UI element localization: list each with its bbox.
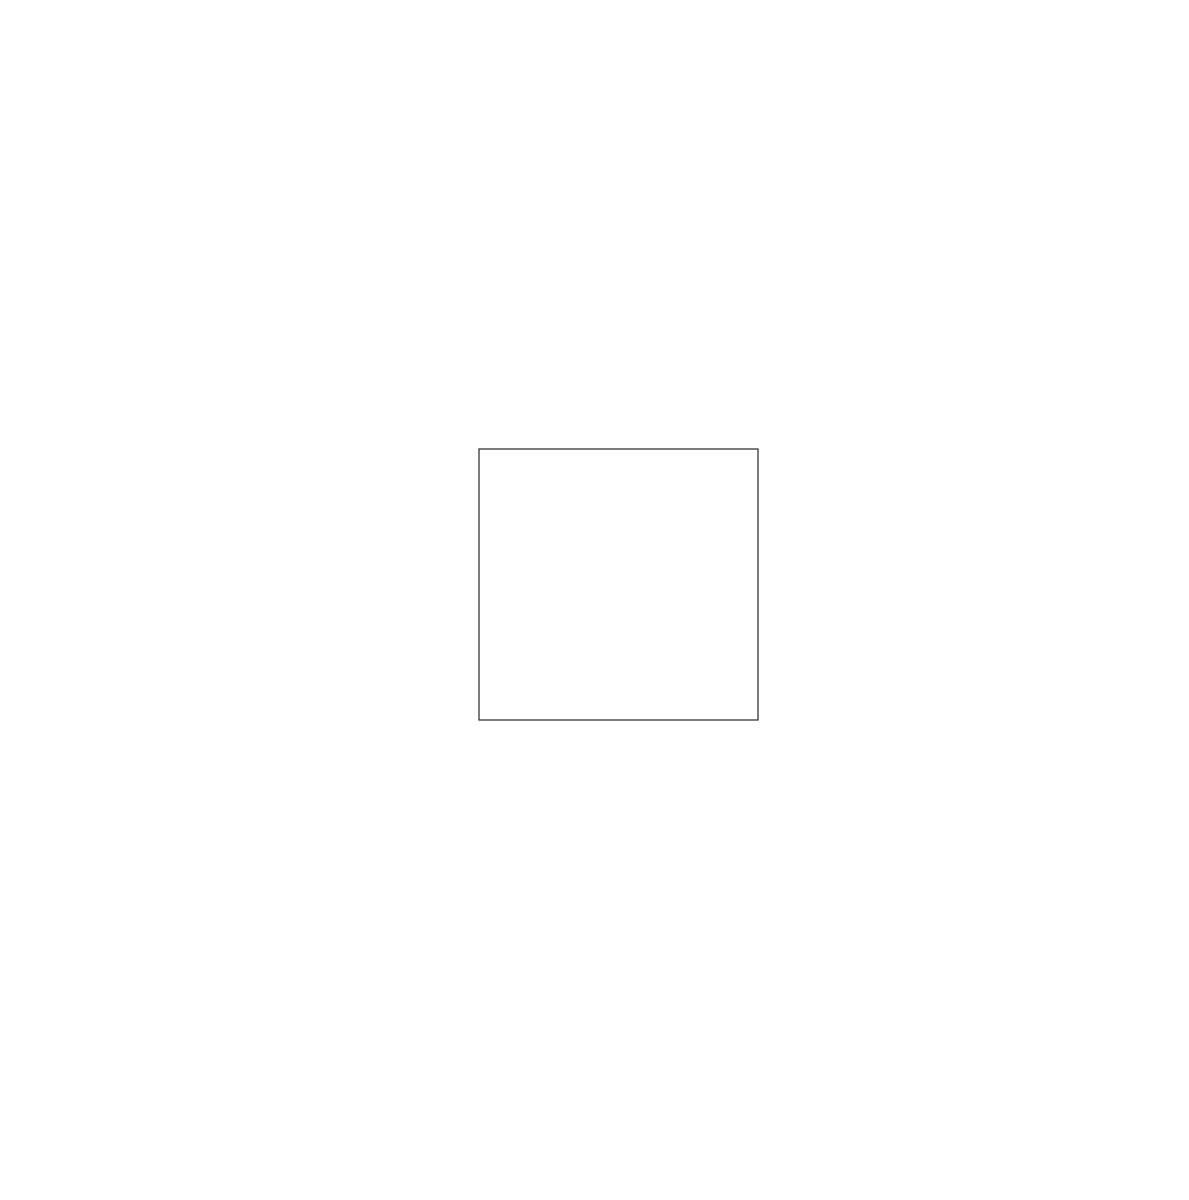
chart-axes-background <box>479 449 758 720</box>
inset-chart <box>440 420 785 775</box>
chart-axes-frame <box>478 448 759 721</box>
